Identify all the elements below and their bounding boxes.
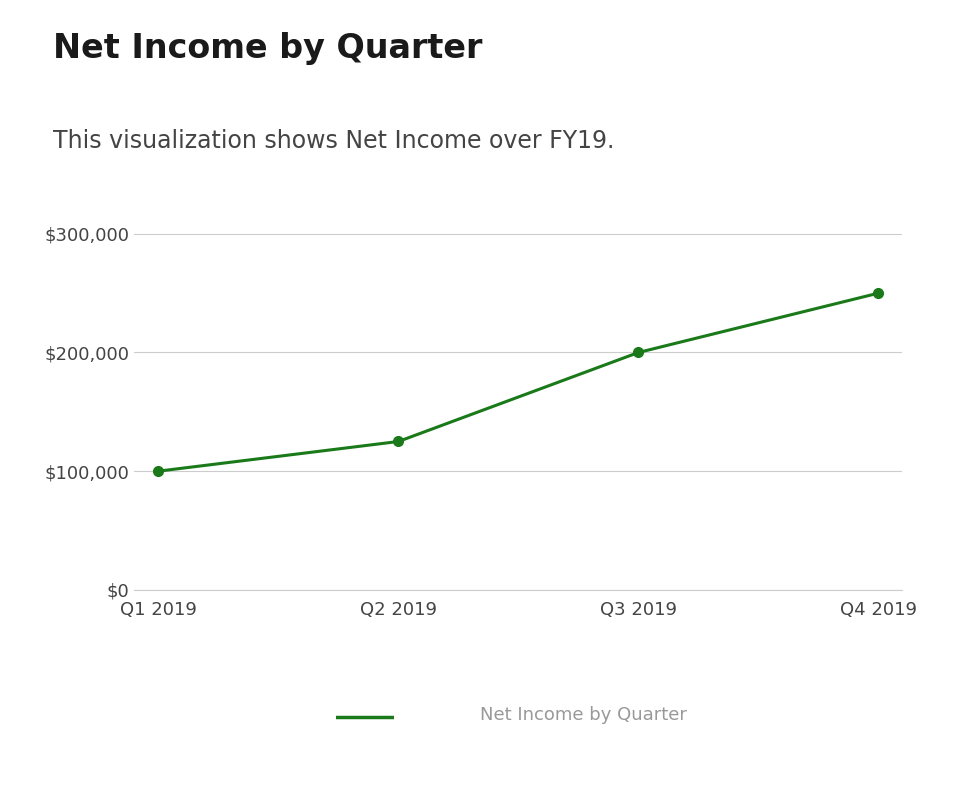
Text: This visualization shows Net Income over FY19.: This visualization shows Net Income over… xyxy=(53,129,614,154)
Text: Net Income by Quarter: Net Income by Quarter xyxy=(480,706,686,724)
Text: Net Income by Quarter: Net Income by Quarter xyxy=(53,32,482,65)
